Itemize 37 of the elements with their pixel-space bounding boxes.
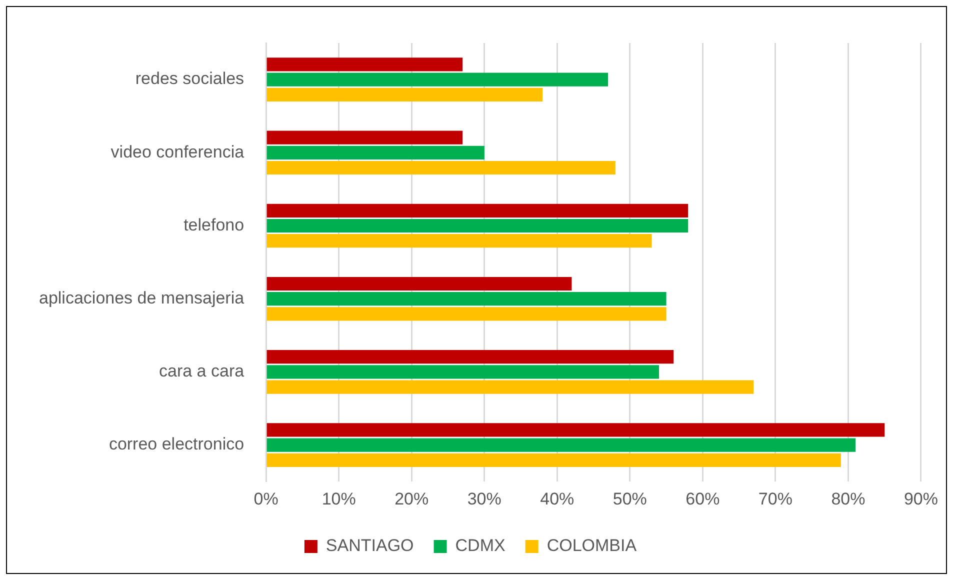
bar [266,423,885,437]
bar [266,234,652,248]
bar [266,292,666,306]
x-tick-label: 50% [612,489,647,508]
bar [266,130,463,144]
y-tick-label: aplicaciones de mensajeria [39,288,245,308]
bar [266,438,856,452]
y-tick-label: correo electronico [108,434,244,454]
x-tick-label: 60% [686,489,720,508]
bar [266,350,674,364]
bar [266,160,616,175]
bar [266,58,463,72]
x-tick-label: 70% [758,489,792,508]
y-tick-label: redes sociales [135,69,244,88]
bar [266,88,543,102]
y-tick-label: video conferencia [110,142,245,162]
bar [266,365,660,379]
bar [266,72,608,86]
x-tick-label: 30% [467,489,502,508]
bar [266,218,688,233]
bar [266,276,572,291]
x-tick-label: 80% [831,489,866,508]
legend-label: COLOMBIA [546,536,638,556]
bar [266,146,484,160]
x-tick-label: 10% [322,489,356,508]
bar [266,453,841,467]
x-tick-label: 40% [540,489,574,508]
bar [266,307,666,321]
legend-label: CDMX [455,536,506,556]
x-tick-label: 20% [394,489,429,508]
x-tick-label: 0% [254,489,278,508]
legend-label: SANTIAGO [326,536,414,556]
bar [266,204,688,218]
y-tick-label: cara a cara [159,362,245,381]
y-tick-label: telefono [184,215,244,234]
x-tick-label: 90% [904,489,938,508]
bar [266,380,754,394]
